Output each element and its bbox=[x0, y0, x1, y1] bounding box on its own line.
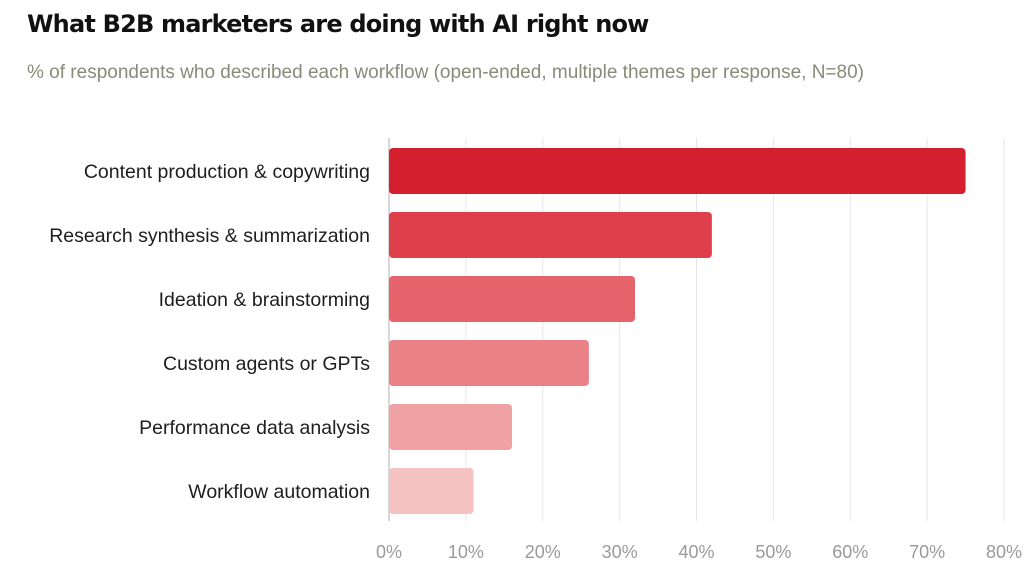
x-tick-label: 50% bbox=[755, 542, 791, 562]
x-tick-label: 0% bbox=[376, 542, 402, 562]
category-label: Workflow automation bbox=[188, 481, 370, 503]
bar bbox=[389, 468, 474, 514]
category-label: Content production & copywriting bbox=[84, 161, 370, 183]
category-label: Custom agents or GPTs bbox=[163, 353, 370, 375]
bar bbox=[389, 276, 635, 322]
x-tick-label: 80% bbox=[986, 542, 1022, 562]
x-tick-label: 10% bbox=[448, 542, 484, 562]
category-label: Ideation & brainstorming bbox=[159, 289, 370, 311]
bar bbox=[389, 404, 512, 450]
x-tick-label: 60% bbox=[832, 542, 868, 562]
category-label: Research synthesis & summarization bbox=[49, 225, 370, 247]
bar bbox=[389, 148, 966, 194]
chart-subtitle: % of respondents who described each work… bbox=[27, 62, 864, 83]
x-tick-label: 30% bbox=[602, 542, 638, 562]
x-tick-label: 70% bbox=[909, 542, 945, 562]
bar bbox=[389, 212, 712, 258]
bar bbox=[389, 340, 589, 386]
category-label: Performance data analysis bbox=[139, 417, 370, 439]
chart-title: What B2B marketers are doing with AI rig… bbox=[27, 10, 649, 38]
x-tick-label: 40% bbox=[678, 542, 714, 562]
x-tick-label: 20% bbox=[525, 542, 561, 562]
